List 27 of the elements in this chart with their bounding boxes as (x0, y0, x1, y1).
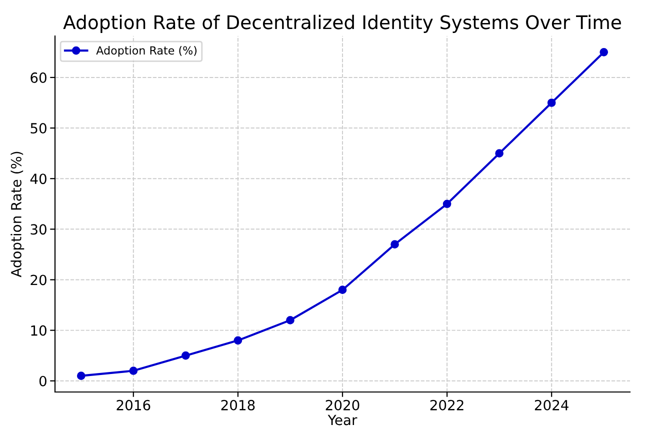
point (76, 372, 86, 380)
x-axis-title: Year (328, 414, 358, 426)
x-tick-label: 2018 (221, 400, 255, 410)
point (338, 286, 347, 294)
chart-title: Adoption Rate of Decentralized Identity Systems Over Time (63, 14, 621, 33)
x-tick-label: 2016 (116, 400, 150, 410)
y-tick-label: 40 (30, 174, 46, 184)
x-tick-label: 2022 (430, 400, 464, 410)
point (547, 98, 556, 107)
point (129, 366, 138, 375)
x-tick-label: 2024 (534, 400, 568, 410)
y-tick-label: 60 (30, 72, 46, 83)
x-tick-label: 2020 (326, 400, 360, 410)
y-tick-label: 0 (39, 376, 46, 386)
y-tick-label: 50 (30, 123, 46, 134)
point (442, 200, 452, 208)
point (600, 48, 608, 56)
point (182, 351, 190, 360)
y-axis-title: Adoption Rate (%) (10, 152, 24, 278)
point (286, 316, 294, 324)
point (234, 336, 242, 345)
point (390, 240, 399, 249)
y-tick-label: 30 (30, 224, 46, 235)
y-tick-label: 10 (31, 325, 46, 336)
point (495, 149, 504, 158)
legend-label: Adoption Rate (%) (96, 46, 197, 57)
y-tick-label: 20 (30, 274, 46, 286)
